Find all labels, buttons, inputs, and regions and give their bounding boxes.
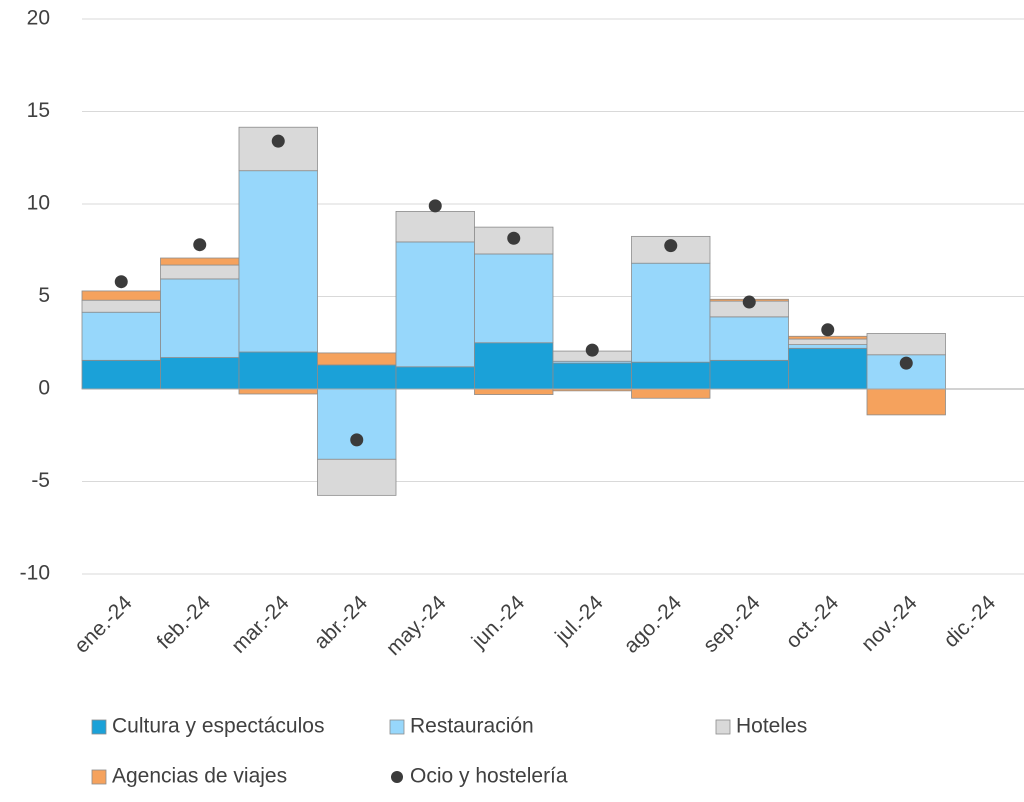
legend-swatch bbox=[389, 719, 405, 735]
legend-marker bbox=[391, 771, 403, 783]
legend-swatch bbox=[715, 719, 731, 735]
dot bbox=[193, 238, 207, 252]
bar-segment bbox=[395, 366, 475, 390]
x-tick-label: jul.-24 bbox=[550, 591, 608, 649]
bar-segment bbox=[788, 338, 868, 345]
y-tick-label: -5 bbox=[31, 469, 50, 492]
bar-segment bbox=[317, 458, 397, 496]
legend-label: Ocio y hostelería bbox=[410, 765, 568, 788]
bar-segment bbox=[552, 362, 632, 390]
x-tick-label: abr.-24 bbox=[310, 591, 373, 654]
dot bbox=[664, 239, 678, 253]
bar-segment bbox=[866, 333, 946, 356]
bar-segment bbox=[866, 388, 946, 416]
legend-label: Cultura y espectáculos bbox=[112, 715, 324, 738]
dot bbox=[585, 343, 599, 357]
bar-segment bbox=[238, 351, 318, 390]
bar-segment bbox=[395, 210, 475, 243]
bar-segment bbox=[474, 342, 554, 390]
bar-segment bbox=[317, 352, 397, 366]
bar-segment bbox=[631, 388, 711, 399]
bar-segment bbox=[788, 344, 868, 349]
x-tick-label: sep.-24 bbox=[699, 591, 765, 657]
dot bbox=[821, 323, 835, 337]
bar-segment bbox=[631, 361, 711, 390]
dot bbox=[350, 433, 364, 447]
legend-swatch bbox=[91, 769, 107, 785]
y-tick-label: 15 bbox=[27, 99, 50, 122]
bar-segment bbox=[317, 388, 397, 460]
bar-segment bbox=[709, 316, 789, 361]
legend-label: Restauración bbox=[410, 715, 534, 738]
bar-segment bbox=[631, 262, 711, 363]
y-tick-label: 20 bbox=[27, 7, 50, 30]
bar-segment bbox=[81, 290, 161, 301]
bar-segment bbox=[788, 335, 868, 340]
x-tick-label: dic.-24 bbox=[939, 591, 1000, 652]
bar-segment bbox=[160, 257, 240, 266]
bar-segment bbox=[160, 264, 240, 280]
legend-swatch bbox=[91, 719, 107, 735]
dot bbox=[899, 356, 913, 370]
bar-segment bbox=[788, 347, 868, 390]
bar-segment bbox=[474, 253, 554, 344]
bar-segment bbox=[238, 388, 318, 395]
dot bbox=[428, 199, 442, 213]
bar-segment bbox=[395, 241, 475, 368]
bar-segment bbox=[709, 359, 789, 390]
bar-segment bbox=[81, 299, 161, 313]
x-tick-label: feb.-24 bbox=[153, 591, 216, 654]
dot bbox=[271, 134, 285, 148]
y-tick-label: 10 bbox=[27, 192, 50, 215]
x-tick-label: may.-24 bbox=[382, 591, 451, 660]
legend-label: Hoteles bbox=[736, 715, 807, 738]
y-tick-label: -10 bbox=[20, 562, 50, 585]
x-tick-label: nov.-24 bbox=[857, 591, 922, 656]
dot bbox=[507, 231, 521, 245]
x-tick-label: ene.-24 bbox=[70, 591, 137, 658]
y-tick-label: 5 bbox=[38, 284, 50, 307]
dot bbox=[114, 275, 128, 289]
y-tick-label: 0 bbox=[38, 377, 50, 400]
bar-segment bbox=[81, 359, 161, 390]
legend-label: Agencias de viajes bbox=[112, 765, 287, 788]
bar-segment bbox=[160, 278, 240, 358]
dot bbox=[742, 295, 756, 309]
bar-segment bbox=[238, 170, 318, 353]
bar-segment bbox=[160, 357, 240, 390]
x-tick-label: ago.-24 bbox=[620, 591, 687, 658]
x-tick-label: mar.-24 bbox=[227, 591, 294, 658]
x-tick-label: oct.-24 bbox=[782, 591, 844, 653]
bar-segment bbox=[474, 388, 554, 395]
bar-segment bbox=[81, 311, 161, 361]
x-tick-label: jun.-24 bbox=[467, 591, 530, 654]
bar-segment bbox=[317, 364, 397, 390]
bar-segment bbox=[238, 126, 318, 172]
